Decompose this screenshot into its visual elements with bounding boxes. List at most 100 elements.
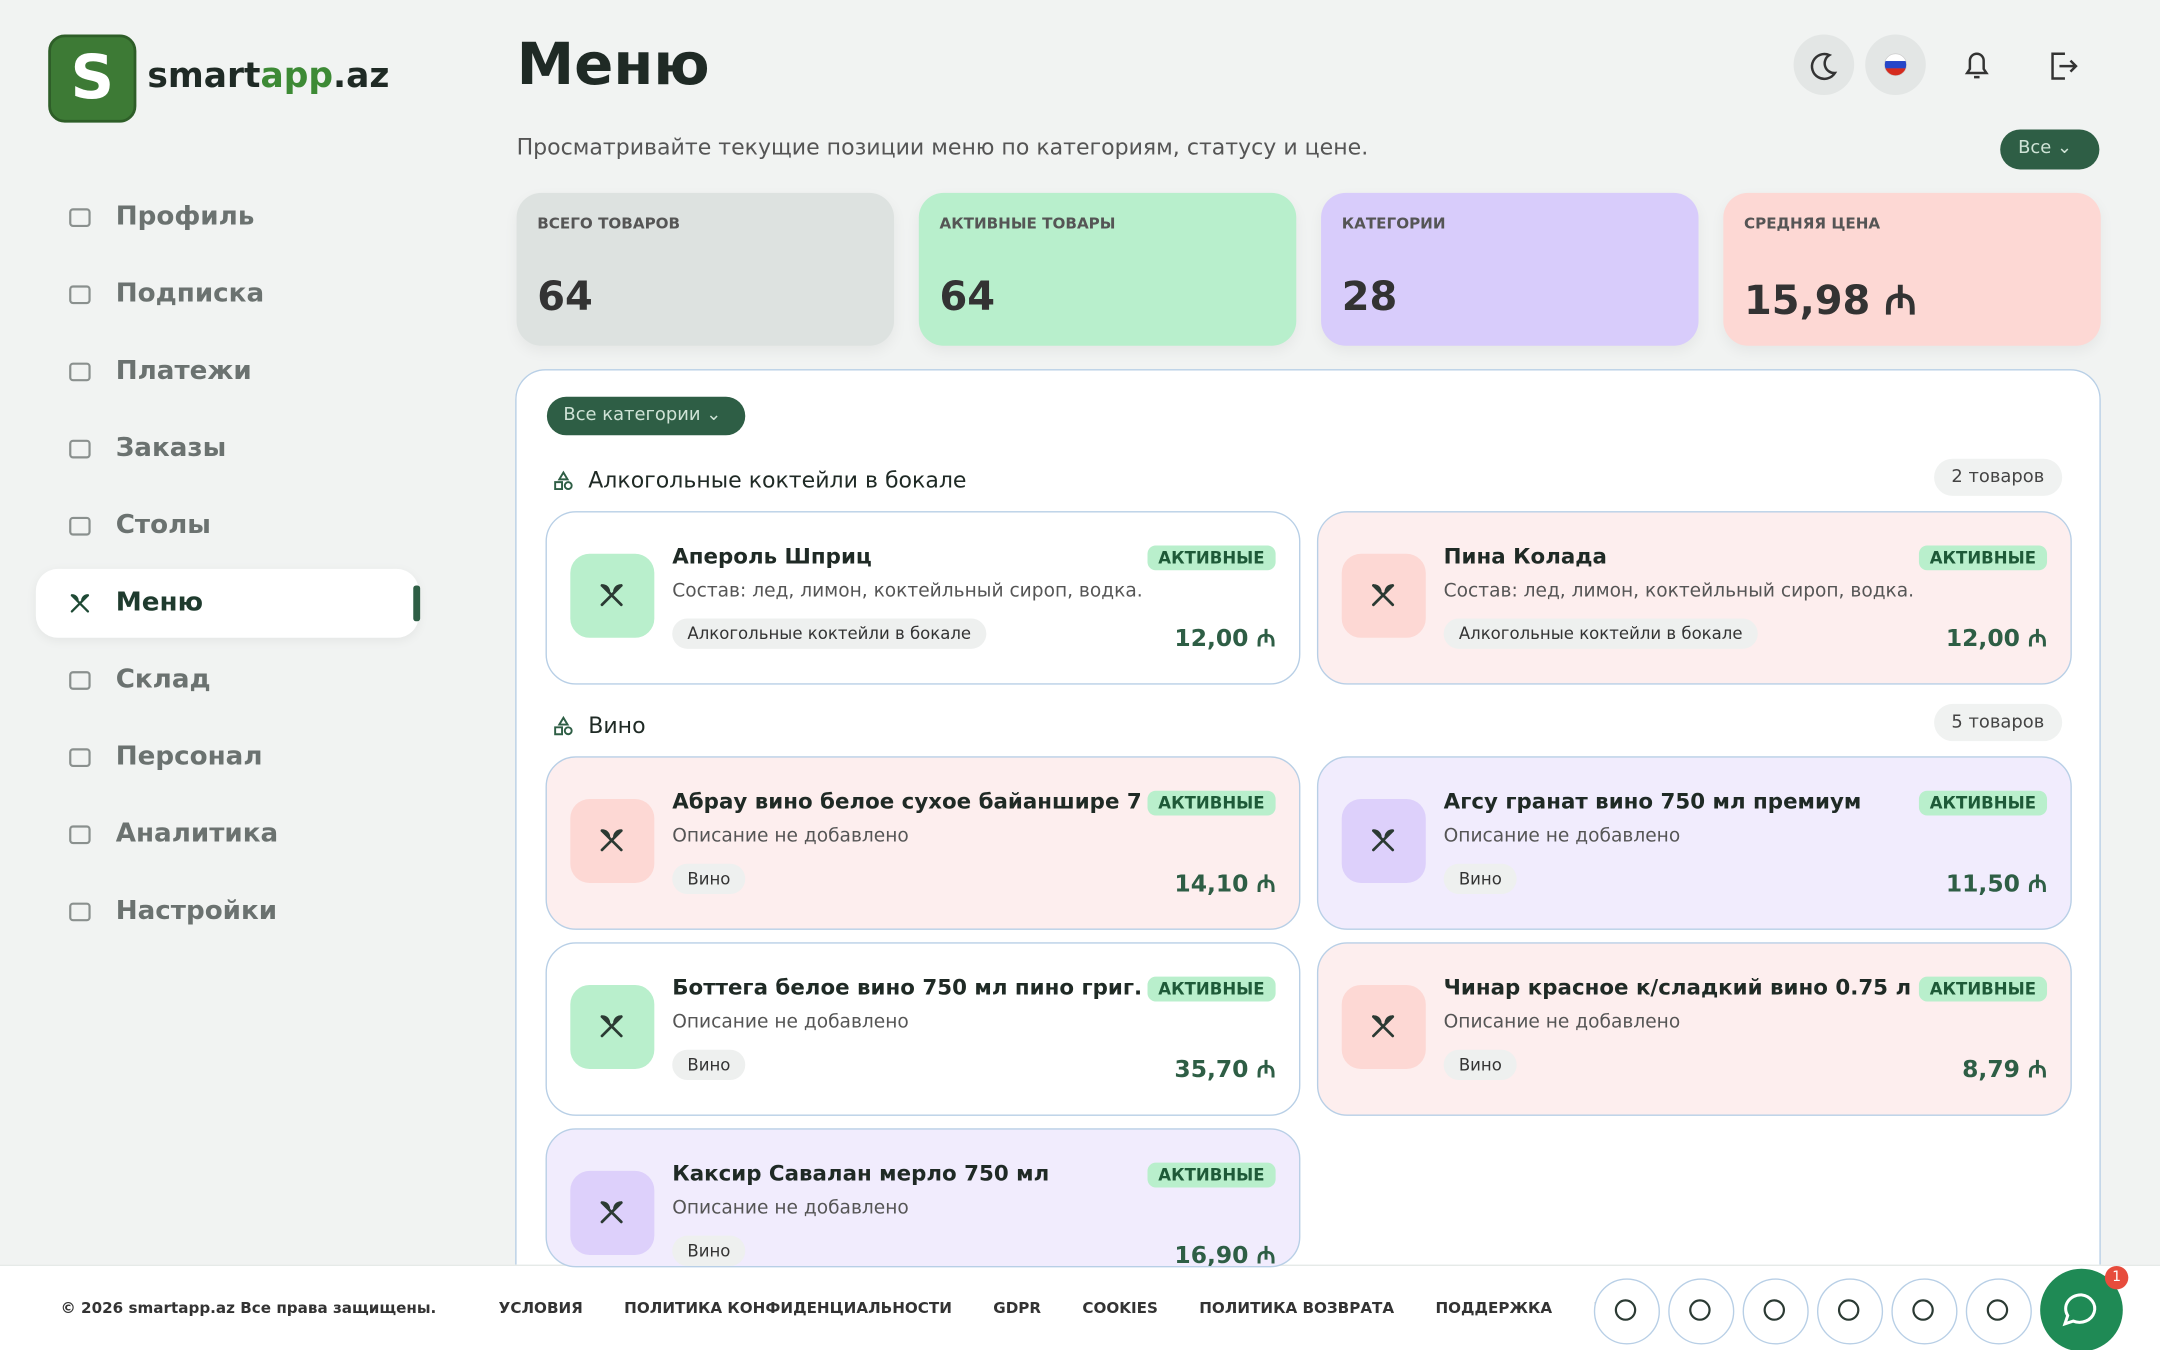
filter-button[interactable]: Все ⌄: [2000, 129, 2100, 170]
item-price: 11,50 ₼: [1945, 870, 2048, 899]
footer-link[interactable]: ПОЛИТИКА КОНФИДЕНЦИАЛЬНОСТИ: [624, 1299, 952, 1317]
nav-item[interactable]: Настройки: [115, 895, 278, 926]
nav-item[interactable]: Склад: [115, 663, 211, 695]
item-tag: Алкогольные коктейли в бокале: [672, 618, 987, 649]
footer-link[interactable]: COOKIES: [1082, 1299, 1158, 1317]
menu-card[interactable]: Чинар красное к/сладкий вино 0.75 л АКТИВ…: [1316, 942, 2072, 1116]
nav-icon: [66, 898, 94, 926]
theme-toggle[interactable]: [1793, 34, 1855, 96]
stat-card: АКТИВНЫЕ ТОВАРЫ 64: [918, 192, 1297, 346]
item-status: АКТИВНЫЕ: [1147, 545, 1276, 571]
nav-icon: [66, 204, 94, 232]
item-name: Абрау вино белое сухое байаншире 750 ...: [672, 789, 1141, 815]
footer: © 2026 smartapp.az Все права защищены. У…: [0, 1264, 2160, 1350]
logo-text[interactable]: smartapp.az: [147, 55, 389, 95]
nav-item[interactable]: Подписка: [115, 278, 265, 309]
nav-icon: [66, 667, 94, 695]
filter-label: Все: [2018, 137, 2052, 159]
nav-item[interactable]: Персонал: [115, 741, 263, 772]
nav-item[interactable]: Заказы: [115, 432, 227, 463]
item-price: 16,90 ₼: [1174, 1242, 1276, 1268]
item-icon: [1341, 553, 1426, 638]
nav-active-bar: [413, 585, 421, 622]
social-icon[interactable]: [1965, 1278, 2032, 1345]
item-name: Боттега белое вино 750 мл пино григ.: [672, 975, 1141, 1001]
group-count: 5 товаров: [1933, 703, 2063, 742]
item-name: Чинар красное к/сладкий вино 0.75 л: [1443, 975, 1912, 1001]
social-icon[interactable]: [1668, 1278, 1735, 1345]
stat-value: 64: [939, 272, 996, 320]
item-status: АКТИВНЫЕ: [1918, 976, 2048, 1002]
nav-item[interactable]: Меню: [115, 586, 204, 618]
footer-link[interactable]: ПОДДЕРЖКА: [1435, 1299, 1553, 1317]
group-name: Алкогольные коктейли в бокале: [588, 466, 967, 494]
item-description: Состав: лед, лимон, коктейльный сироп, в…: [1443, 579, 1915, 602]
language-toggle[interactable]: [1865, 34, 1926, 96]
footer-link[interactable]: GDPR: [993, 1299, 1042, 1317]
item-description: Описание не добавлено: [672, 1197, 909, 1220]
item-icon: [570, 553, 655, 638]
category-filter[interactable]: Все категории ⌄: [546, 396, 746, 436]
item-price: 12,00 ₼: [1174, 625, 1276, 653]
footer-link[interactable]: УСЛОВИЯ: [498, 1299, 583, 1317]
menu-card[interactable]: Абрау вино белое сухое байаншире 750 ...…: [545, 756, 1301, 930]
notifications[interactable]: [1946, 34, 2007, 95]
menu-card[interactable]: Каксир Савалан мерло 750 мл АКТИВНЫЕ Описа…: [545, 1128, 1301, 1268]
nav-icon: [66, 821, 94, 849]
stat-value: 28: [1341, 272, 1398, 320]
menu-card[interactable]: Пина Колада АКТИВНЫЕ Состав: лед, лимон, к…: [1316, 511, 2072, 685]
logo-mark[interactable]: S: [48, 34, 137, 123]
footer-links: УСЛОВИЯ ПОЛИТИКА КОНФИДЕНЦИАЛЬНОСТИ GDPR CO…: [499, 1299, 1640, 1317]
item-name: Апероль Шприц: [672, 544, 872, 569]
social-icon[interactable]: [1891, 1278, 1958, 1345]
item-name: Агсу гранат вино 750 мл премиум: [1443, 789, 1862, 815]
logout[interactable]: [2032, 34, 2093, 95]
nav-item[interactable]: Платежи: [115, 355, 252, 386]
stat-value: 64: [537, 272, 593, 320]
social-icon[interactable]: [1816, 1278, 1884, 1345]
nav-item[interactable]: Аналитика: [115, 818, 279, 849]
stat-card: СРЕДНЯЯ ЦЕНА 15,98 ₼: [1723, 192, 2101, 346]
item-icon: [1341, 984, 1426, 1069]
social-icon[interactable]: [1742, 1278, 1809, 1345]
stat-card: КАТЕГОРИИ 28: [1321, 192, 1699, 346]
page-subtitle: Просматривайте текущие позиции меню по к…: [516, 133, 1369, 160]
nav-item[interactable]: Столы: [115, 509, 211, 540]
page-title: Меню: [516, 30, 710, 98]
item-status: АКТИВНЫЕ: [1147, 976, 1276, 1002]
footer-link[interactable]: ПОЛИТИКА ВОЗВРАТА: [1199, 1299, 1395, 1317]
nav-item[interactable]: Профиль: [115, 201, 255, 232]
stat-label: СРЕДНЯЯ ЦЕНА: [1743, 214, 1881, 233]
stat-label: АКТИВНЫЕ ТОВАРЫ: [939, 214, 1116, 233]
item-price: 12,00 ₼: [1945, 625, 2048, 653]
item-icon: [570, 1170, 655, 1255]
item-description: Состав: лед, лимон, коктейльный сироп, в…: [672, 579, 1143, 602]
group-icon: [552, 470, 574, 492]
menu-card[interactable]: Агсу гранат вино 750 мл премиум АКТИВНЫЕ О…: [1316, 756, 2072, 930]
item-icon: [1341, 798, 1426, 884]
group-name: Вино: [588, 712, 646, 739]
item-status: АКТИВНЫЕ: [1147, 1162, 1276, 1188]
group-icon: [552, 715, 574, 737]
menu-card[interactable]: Боттега белое вино 750 мл пино григ. АКТИ…: [545, 942, 1301, 1116]
item-status: АКТИВНЫЕ: [1918, 545, 2048, 571]
item-status: АКТИВНЫЕ: [1918, 790, 2048, 816]
menu-card[interactable]: Апероль Шприц АКТИВНЫЕ Состав: лед, лимон,…: [545, 511, 1301, 685]
logo-part: .az: [333, 55, 390, 96]
item-description: Описание не добавлено: [1443, 825, 1681, 848]
item-price: 14,10 ₼: [1174, 870, 1276, 899]
item-name: Пина Колада: [1443, 544, 1607, 569]
item-price: 8,79 ₼: [1962, 1056, 2048, 1085]
stat-label: КАТЕГОРИИ: [1341, 214, 1446, 233]
nav-active-bg: [35, 568, 419, 638]
item-tag: Алкогольные коктейли в бокале: [1443, 618, 1758, 649]
social-icon[interactable]: [1593, 1278, 1660, 1345]
nav-icon: [66, 590, 94, 618]
social-links: [1593, 1278, 2032, 1345]
item-name: Каксир Савалан мерло 750 мл: [672, 1161, 1050, 1187]
category-filter-label: Все категории: [563, 404, 701, 426]
stat-label: ВСЕГО ТОВАРОВ: [537, 214, 681, 233]
chat-badge: 1: [2104, 1265, 2129, 1290]
